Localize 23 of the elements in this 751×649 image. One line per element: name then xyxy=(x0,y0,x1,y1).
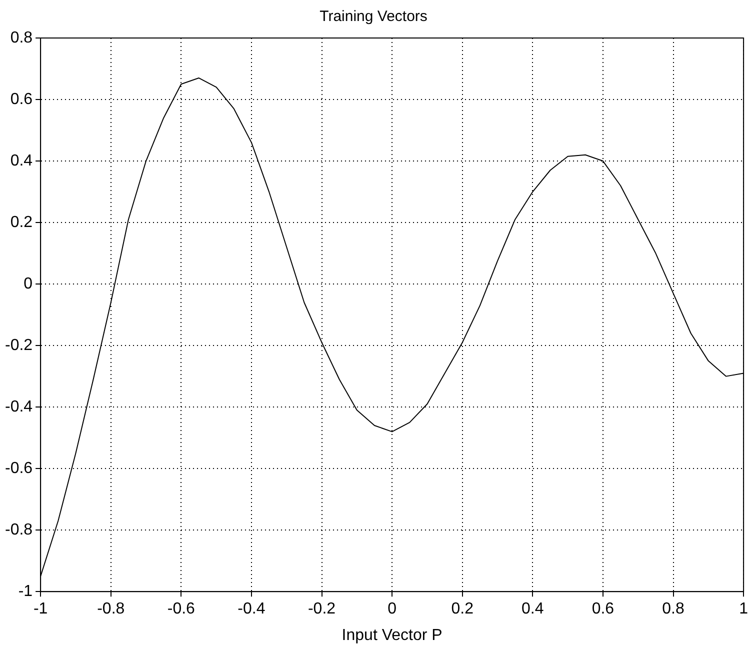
x-tick-label: -1 xyxy=(33,600,48,618)
x-tick-label: 0.8 xyxy=(662,600,684,618)
x-tick-label: 0 xyxy=(388,600,397,618)
y-tick-label: 0.8 xyxy=(10,29,33,46)
y-tick-label: -0.6 xyxy=(4,460,33,477)
x-tick-label: 1 xyxy=(739,600,748,618)
y-tick-label: 0.2 xyxy=(10,214,33,231)
x-tick-label: -0.4 xyxy=(238,600,266,618)
y-tick-label: -1 xyxy=(18,583,33,600)
x-tick-label: 0.2 xyxy=(451,600,474,618)
x-tick-label: 0.6 xyxy=(592,600,614,618)
chart-title: Training Vectors xyxy=(320,8,428,26)
x-tick-label: -0.6 xyxy=(167,600,196,618)
y-tick-label: -0.8 xyxy=(4,521,33,538)
y-tick-label: -0.2 xyxy=(4,336,33,354)
x-tick-label: -0.8 xyxy=(97,600,125,618)
y-tick-label: 0.4 xyxy=(10,152,33,170)
x-axis-title: Input Vector P xyxy=(342,626,442,644)
y-tick-label: -0.4 xyxy=(4,398,33,416)
x-tick-label: 0.4 xyxy=(522,600,544,618)
y-tick-label: 0.6 xyxy=(10,90,33,108)
x-tick-label: -0.2 xyxy=(308,600,336,618)
y-tick-label: 0 xyxy=(24,275,33,292)
